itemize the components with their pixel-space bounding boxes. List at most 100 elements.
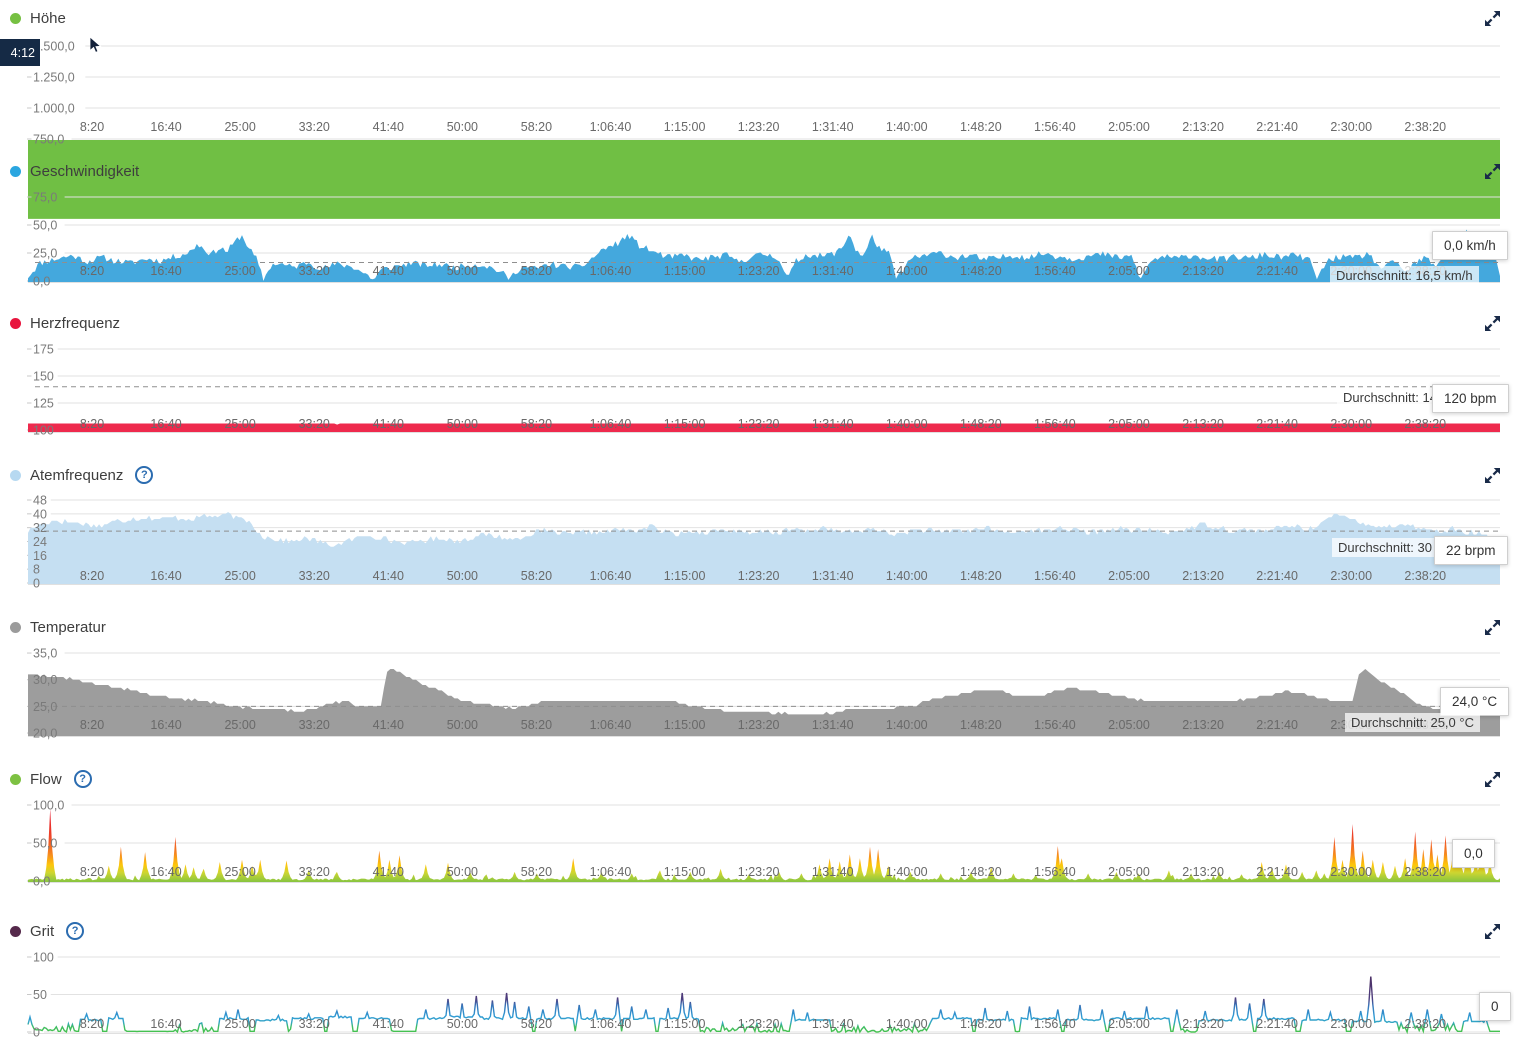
svg-text:41:40: 41:40 [373, 264, 404, 278]
svg-text:8:20: 8:20 [80, 569, 104, 583]
grit-help-icon[interactable]: ? [66, 922, 85, 940]
svg-text:16:40: 16:40 [150, 1017, 181, 1031]
svg-text:1:48:20: 1:48:20 [960, 569, 1002, 583]
hoehe-plot-area[interactable] [28, 40, 1500, 140]
flow-expand-button[interactable] [1485, 771, 1501, 787]
mouse-cursor [90, 37, 102, 53]
svg-text:1:23:20: 1:23:20 [738, 120, 780, 134]
chart-header-atemfrequenz: Atemfrequenz ? [10, 465, 154, 485]
atemfrequenz-plot-area[interactable] [28, 494, 1500, 584]
svg-text:1:48:20: 1:48:20 [960, 865, 1002, 879]
temperatur-expand-button[interactable] [1485, 619, 1501, 635]
svg-text:41:40: 41:40 [373, 120, 404, 134]
svg-text:2:05:00: 2:05:00 [1108, 569, 1150, 583]
expand-icon [1485, 771, 1500, 787]
svg-text:1:06:40: 1:06:40 [590, 417, 632, 431]
svg-text:58:20: 58:20 [521, 120, 552, 134]
herzfrequenz-expand-button[interactable] [1485, 315, 1501, 331]
svg-text:8:20: 8:20 [80, 865, 104, 879]
svg-text:1:15:00: 1:15:00 [664, 569, 706, 583]
svg-text:2:21:40: 2:21:40 [1256, 569, 1298, 583]
svg-text:1:56:40: 1:56:40 [1034, 264, 1076, 278]
svg-text:1:31:40: 1:31:40 [812, 264, 854, 278]
svg-text:1:23:20: 1:23:20 [738, 264, 780, 278]
svg-text:1:15:00: 1:15:00 [664, 120, 706, 134]
svg-text:2:21:40: 2:21:40 [1256, 865, 1298, 879]
svg-text:2:38:20: 2:38:20 [1404, 865, 1446, 879]
svg-text:2:05:00: 2:05:00 [1108, 865, 1150, 879]
herzfrequenz-plot-area[interactable] [28, 342, 1500, 432]
geschwindigkeit-expand-button[interactable] [1485, 163, 1501, 179]
svg-text:1:40:00: 1:40:00 [886, 718, 928, 732]
svg-text:58:20: 58:20 [521, 718, 552, 732]
atemfrequenz-value-tooltip: 22 brpm [1434, 536, 1508, 565]
svg-text:25:00: 25:00 [224, 1017, 255, 1031]
svg-text:1:40:00: 1:40:00 [886, 865, 928, 879]
svg-text:1:06:40: 1:06:40 [590, 264, 632, 278]
flow-plot-area[interactable] [28, 798, 1500, 882]
svg-text:16:40: 16:40 [150, 569, 181, 583]
svg-text:2:13:20: 2:13:20 [1182, 417, 1224, 431]
svg-text:1.250,0: 1.250,0 [33, 71, 75, 85]
svg-text:2:05:00: 2:05:00 [1108, 718, 1150, 732]
svg-text:33:20: 33:20 [299, 718, 330, 732]
flow-help-icon[interactable]: ? [73, 770, 92, 788]
svg-text:8:20: 8:20 [80, 417, 104, 431]
chart-header-hoehe: Höhe [10, 8, 66, 28]
svg-text:2:30:00: 2:30:00 [1330, 569, 1372, 583]
hoehe-time-tooltip: 4:12 [0, 39, 40, 66]
svg-text:0,0: 0,0 [33, 275, 50, 289]
svg-text:1:23:20: 1:23:20 [738, 569, 780, 583]
svg-text:2:21:40: 2:21:40 [1256, 120, 1298, 134]
temperatur-title: Temperatur [30, 618, 106, 636]
svg-text:1:56:40: 1:56:40 [1034, 718, 1076, 732]
svg-text:33:20: 33:20 [299, 1017, 330, 1031]
svg-text:50:00: 50:00 [447, 1017, 478, 1031]
hoehe-expand-button[interactable] [1485, 10, 1501, 26]
svg-text:2:30:00: 2:30:00 [1330, 1017, 1372, 1031]
svg-text:1:31:40: 1:31:40 [812, 718, 854, 732]
expand-icon [1485, 619, 1500, 635]
expand-icon [1485, 163, 1500, 179]
svg-text:33:20: 33:20 [299, 865, 330, 879]
svg-text:2:30:00: 2:30:00 [1330, 417, 1372, 431]
svg-text:2:21:40: 2:21:40 [1256, 718, 1298, 732]
svg-text:75,0: 75,0 [33, 191, 57, 205]
svg-text:1:48:20: 1:48:20 [960, 718, 1002, 732]
svg-text:1:23:20: 1:23:20 [738, 718, 780, 732]
svg-text:1:40:00: 1:40:00 [886, 120, 928, 134]
atemfrequenz-help-icon[interactable]: ? [135, 466, 154, 484]
svg-text:2:13:20: 2:13:20 [1182, 569, 1224, 583]
svg-text:41:40: 41:40 [373, 417, 404, 431]
svg-text:50:00: 50:00 [447, 264, 478, 278]
svg-text:2:30:00: 2:30:00 [1330, 865, 1372, 879]
atemfrequenz-expand-button[interactable] [1485, 467, 1501, 483]
expand-icon [1485, 10, 1500, 26]
svg-text:100: 100 [33, 424, 54, 438]
temperatur-value-tooltip: 24,0 °C [1440, 687, 1510, 716]
svg-text:16: 16 [33, 549, 47, 563]
temperatur-plot-area[interactable] [28, 646, 1500, 736]
svg-text:25:00: 25:00 [224, 865, 255, 879]
svg-text:41:40: 41:40 [373, 1017, 404, 1031]
svg-text:1:40:00: 1:40:00 [886, 264, 928, 278]
svg-text:8:20: 8:20 [80, 120, 104, 134]
svg-text:1:15:00: 1:15:00 [664, 264, 706, 278]
svg-text:2:38:20: 2:38:20 [1404, 417, 1446, 431]
hoehe-title: Höhe [30, 9, 66, 27]
geschwindigkeit-plot-area[interactable] [28, 190, 1500, 282]
herzfrequenz-legend-dot [10, 317, 21, 329]
svg-text:1:56:40: 1:56:40 [1034, 569, 1076, 583]
svg-text:1:31:40: 1:31:40 [812, 865, 854, 879]
svg-text:150: 150 [33, 370, 54, 384]
svg-text:35,0: 35,0 [33, 647, 57, 661]
svg-text:58:20: 58:20 [521, 865, 552, 879]
svg-text:1:40:00: 1:40:00 [886, 569, 928, 583]
svg-text:1:15:00: 1:15:00 [664, 865, 706, 879]
grit-expand-button[interactable] [1485, 923, 1501, 939]
hoehe-legend-dot [10, 12, 21, 24]
grit-plot-area[interactable] [28, 950, 1500, 1033]
svg-text:16:40: 16:40 [150, 865, 181, 879]
